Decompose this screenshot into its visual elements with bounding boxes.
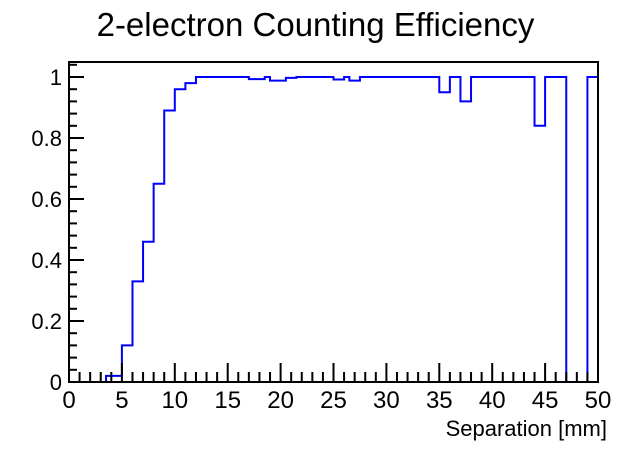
- y-tick-label: 0.2: [31, 309, 62, 334]
- plot-frame: [68, 61, 599, 383]
- x-tick-label: 25: [320, 387, 347, 414]
- efficiency-step-line: [69, 76, 599, 383]
- y-tick-label: 0.4: [31, 248, 62, 273]
- x-axis-title: Separation [mm]: [445, 416, 607, 441]
- y-tick-label: 1: [50, 65, 62, 90]
- x-tick-label: 0: [62, 387, 75, 414]
- y-tick-label: 0.8: [31, 126, 62, 151]
- x-tick-label: 5: [115, 387, 128, 414]
- chart-title: 2-electron Counting Efficiency: [96, 6, 535, 43]
- x-tick-label: 10: [161, 387, 188, 414]
- x-tick-label: 35: [426, 387, 453, 414]
- x-tick-label: 50: [585, 387, 612, 414]
- x-tick-label: 20: [267, 387, 294, 414]
- x-tick-label: 30: [373, 387, 400, 414]
- x-tick-label: 15: [214, 387, 241, 414]
- y-tick-label: 0: [50, 370, 62, 395]
- x-tick-label: 45: [532, 387, 559, 414]
- x-tick-label: 40: [479, 387, 506, 414]
- y-tick-label: 0.6: [31, 187, 62, 212]
